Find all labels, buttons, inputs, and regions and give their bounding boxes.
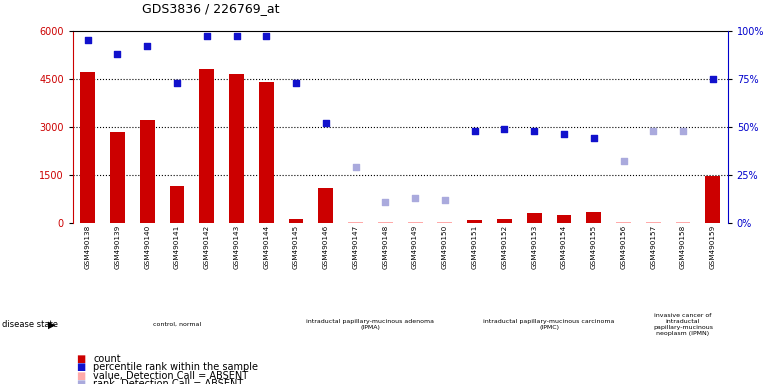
Text: GSM490153: GSM490153 <box>531 224 537 268</box>
Point <box>319 120 332 126</box>
Bar <box>139 120 155 223</box>
Text: GSM490139: GSM490139 <box>114 224 120 268</box>
Bar <box>616 222 631 223</box>
Text: count: count <box>93 354 121 364</box>
Bar <box>527 213 542 223</box>
Text: GSM490145: GSM490145 <box>293 224 299 268</box>
Text: GSM490142: GSM490142 <box>204 224 210 268</box>
Text: ■: ■ <box>77 379 86 384</box>
Text: GSM490151: GSM490151 <box>472 224 478 268</box>
Point <box>290 79 302 86</box>
Point <box>647 127 660 134</box>
Bar <box>348 222 363 223</box>
Bar <box>467 220 482 223</box>
Bar <box>586 212 601 223</box>
Text: percentile rank within the sample: percentile rank within the sample <box>93 362 258 372</box>
Text: ■: ■ <box>77 371 86 381</box>
Point <box>499 126 511 132</box>
Text: GSM490143: GSM490143 <box>234 224 240 268</box>
Point <box>409 195 421 201</box>
Text: intraductal papillary-mucinous carcinoma
(IPMC): intraductal papillary-mucinous carcinoma… <box>483 319 615 330</box>
Point <box>379 199 391 205</box>
Point <box>231 33 243 40</box>
Text: ▶: ▶ <box>47 319 55 329</box>
Bar <box>169 186 185 223</box>
Text: GSM490144: GSM490144 <box>264 224 270 268</box>
Text: GSM490149: GSM490149 <box>412 224 418 268</box>
Point <box>201 33 213 40</box>
Text: GSM490155: GSM490155 <box>591 224 597 268</box>
Point <box>81 37 93 43</box>
Text: disease state: disease state <box>2 320 57 329</box>
Text: control, normal: control, normal <box>153 322 201 327</box>
Text: GSM490148: GSM490148 <box>382 224 388 268</box>
Bar <box>229 74 244 223</box>
Bar <box>110 131 125 223</box>
Text: GSM490154: GSM490154 <box>561 224 567 268</box>
Text: GSM490157: GSM490157 <box>650 224 656 268</box>
Bar <box>199 69 214 223</box>
Text: value, Detection Call = ABSENT: value, Detection Call = ABSENT <box>93 371 249 381</box>
Bar <box>289 219 303 223</box>
Point <box>469 127 481 134</box>
Text: ■: ■ <box>77 362 86 372</box>
Point <box>588 135 600 141</box>
Bar <box>408 222 423 223</box>
Bar <box>378 222 393 223</box>
Text: GSM490152: GSM490152 <box>502 224 507 268</box>
Text: GSM490146: GSM490146 <box>322 224 329 268</box>
Bar <box>646 222 661 223</box>
Bar <box>259 82 273 223</box>
Text: GSM490138: GSM490138 <box>85 224 90 268</box>
Bar <box>80 72 95 223</box>
Point <box>707 76 719 82</box>
Bar <box>497 218 512 223</box>
Text: intraductal papillary-mucinous adenoma
(IPMA): intraductal papillary-mucinous adenoma (… <box>306 319 434 330</box>
Text: invasive cancer of
intraductal
papillary-mucinous
neoplasm (IPMN): invasive cancer of intraductal papillary… <box>653 313 713 336</box>
Point <box>349 164 362 170</box>
Point <box>677 127 689 134</box>
Point <box>260 33 273 40</box>
Bar <box>319 187 333 223</box>
Point <box>141 43 153 49</box>
Text: GSM490140: GSM490140 <box>144 224 150 268</box>
Point <box>617 158 630 164</box>
Text: GSM490159: GSM490159 <box>710 224 715 268</box>
Point <box>111 51 123 57</box>
Text: ■: ■ <box>77 354 86 364</box>
Text: rank, Detection Call = ABSENT: rank, Detection Call = ABSENT <box>93 379 244 384</box>
Bar <box>705 176 720 223</box>
Bar <box>557 215 571 223</box>
Bar <box>437 222 453 223</box>
Text: GSM490156: GSM490156 <box>620 224 627 268</box>
Point <box>439 197 451 203</box>
Text: GSM490141: GSM490141 <box>174 224 180 268</box>
Point <box>171 79 183 86</box>
Bar <box>676 222 690 223</box>
Text: GSM490158: GSM490158 <box>680 224 686 268</box>
Text: GSM490150: GSM490150 <box>442 224 448 268</box>
Text: GDS3836 / 226769_at: GDS3836 / 226769_at <box>142 2 280 15</box>
Point <box>528 127 540 134</box>
Point <box>558 131 570 137</box>
Text: GSM490147: GSM490147 <box>352 224 358 268</box>
